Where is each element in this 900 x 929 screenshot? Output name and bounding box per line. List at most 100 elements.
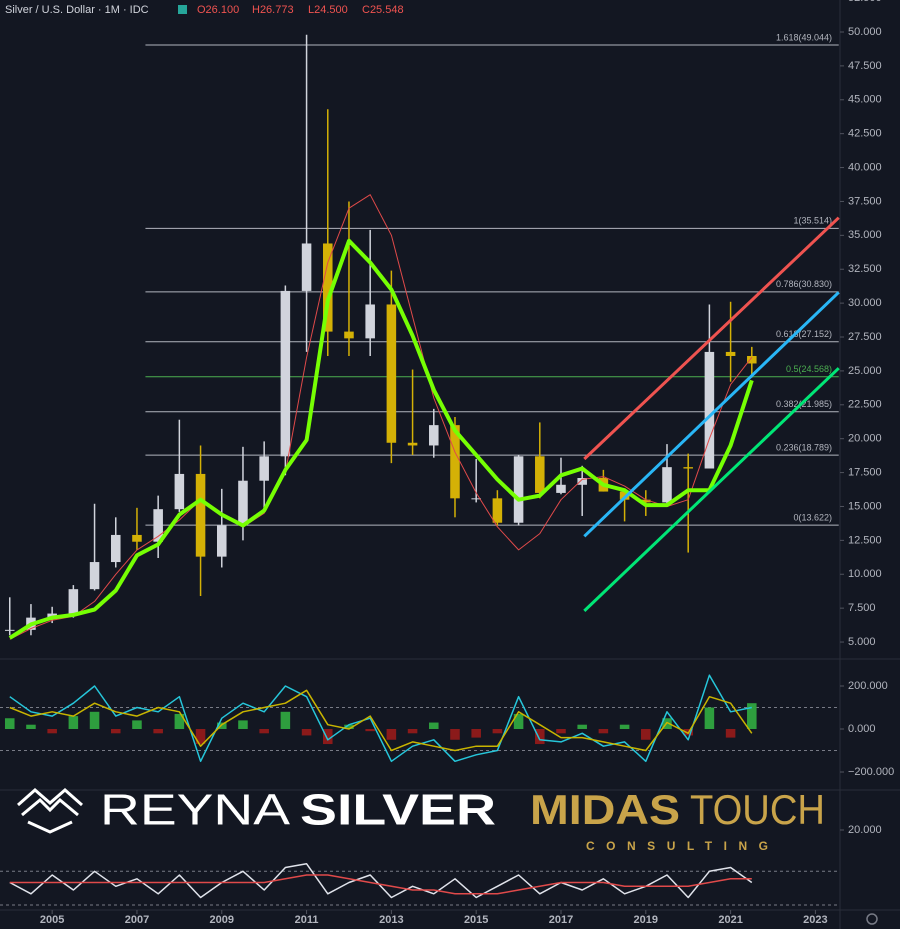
y-tick-label: 37.500 [848,195,882,207]
histogram-bar [47,728,57,734]
candle-body [238,480,248,526]
candle-body [89,562,100,590]
histogram-bar [471,728,481,738]
indicator-line [9,874,752,895]
fib-label: 1(35.514) [793,216,832,226]
watermark-text: REYNA [100,786,291,835]
candle-body [174,473,185,510]
x-tick-label: 2021 [718,914,742,926]
x-tick-label: 2011 [295,914,319,926]
logo-icon [17,788,83,807]
histogram-bar [641,728,651,740]
y-tick-label: 30.000 [848,297,882,309]
histogram-bar [110,728,121,734]
y-tick-label: 32.500 [848,263,882,275]
histogram-bar [619,724,630,729]
watermark-text: TOUCH [690,786,825,833]
y-tick-label: 7.500 [848,602,876,614]
candle-body [68,589,79,614]
fib-label: 0.236(18.789) [776,442,832,452]
histogram-bar [535,728,545,745]
fib-label: 1.618(49.044) [776,32,832,42]
settings-icon[interactable] [866,913,878,925]
trend-line [583,216,840,461]
y-tick-label: −200.000 [848,766,894,778]
histogram-bar [386,728,397,740]
y-tick-label: 50.000 [848,26,882,38]
candle-body [704,351,715,469]
fib-label: 0.618(27.152) [776,329,832,339]
candle-body [280,290,291,457]
histogram-bar [68,716,79,729]
candle-body [195,473,206,557]
fib-label: 0.382(21.985) [776,399,832,409]
histogram-bar [26,724,36,729]
histogram-bar [89,711,100,729]
histogram-bar [450,728,460,740]
histogram-bar [365,728,375,732]
fib-label: 0.5(24.568) [786,364,832,374]
y-tick-label: 200.000 [848,680,888,692]
candle-body [535,456,545,493]
y-tick-label: 45.000 [848,94,882,106]
candle-body [577,478,587,485]
y-tick-label: 42.500 [848,128,882,140]
candle-body [386,304,397,443]
candle-body [641,499,651,503]
histogram-bar [577,724,587,729]
candle-body [110,534,121,563]
candle-body [429,425,439,446]
histogram-bar [259,728,269,734]
candle-body [683,467,693,469]
status-icon [178,5,187,14]
y-tick-label: 52.500 [848,0,882,4]
moving-average [9,194,753,640]
indicator-line [9,863,753,899]
candle-body [4,629,15,631]
candle-body [344,331,354,339]
histogram-bar [323,728,333,745]
histogram-bar [280,711,291,729]
x-tick-label: 2007 [125,914,149,926]
histogram-bar [407,728,418,734]
x-tick-label: 2015 [464,914,488,926]
legend-value: C25.548 [362,4,404,16]
logo-icon [21,797,79,817]
histogram-bar [513,713,524,729]
x-tick-label: 2019 [634,914,658,926]
candle-body [492,498,503,523]
histogram-bar [153,728,163,734]
histogram-bar [556,728,566,734]
histogram-bar [195,728,206,745]
fib-label: 0.786(30.830) [776,279,832,289]
x-tick-label: 2017 [549,914,573,926]
indicator-line [9,674,752,763]
candle-body [471,498,481,500]
y-tick-label: 5.000 [848,636,876,648]
x-tick-label: 2005 [40,914,64,926]
chart-title: Silver / U.S. Dollar · 1M · IDC [5,4,149,16]
histogram-bar [429,722,439,729]
legend-value: O26.100 [197,4,239,16]
logo-icon [27,820,73,834]
legend-value: H26.773 [252,4,294,16]
x-tick-label: 2023 [803,914,827,926]
histogram-bar [704,707,715,729]
x-tick-label: 2013 [379,914,403,926]
y-tick-label: 12.500 [848,534,882,546]
y-tick-label: 27.500 [848,331,882,343]
candle-body [556,484,566,493]
trend-line [583,291,840,538]
candle-body [323,243,333,332]
fib-label: 0(13.622) [793,513,832,523]
y-tick-label: 15.000 [848,500,882,512]
histogram-bar [344,724,354,729]
plot-area: 1.618(49.044) 1(35.514) 0.786(30.830) 0.618… [0,32,840,906]
watermark-text: MIDAS [530,786,680,833]
y-tick-label: 22.500 [848,399,882,411]
y-tick-label: 0.000 [848,723,876,735]
candle-body [259,456,269,481]
main-pane: 1.618(49.044) 1(35.514) 0.786(30.830) 0.618… [4,32,840,640]
